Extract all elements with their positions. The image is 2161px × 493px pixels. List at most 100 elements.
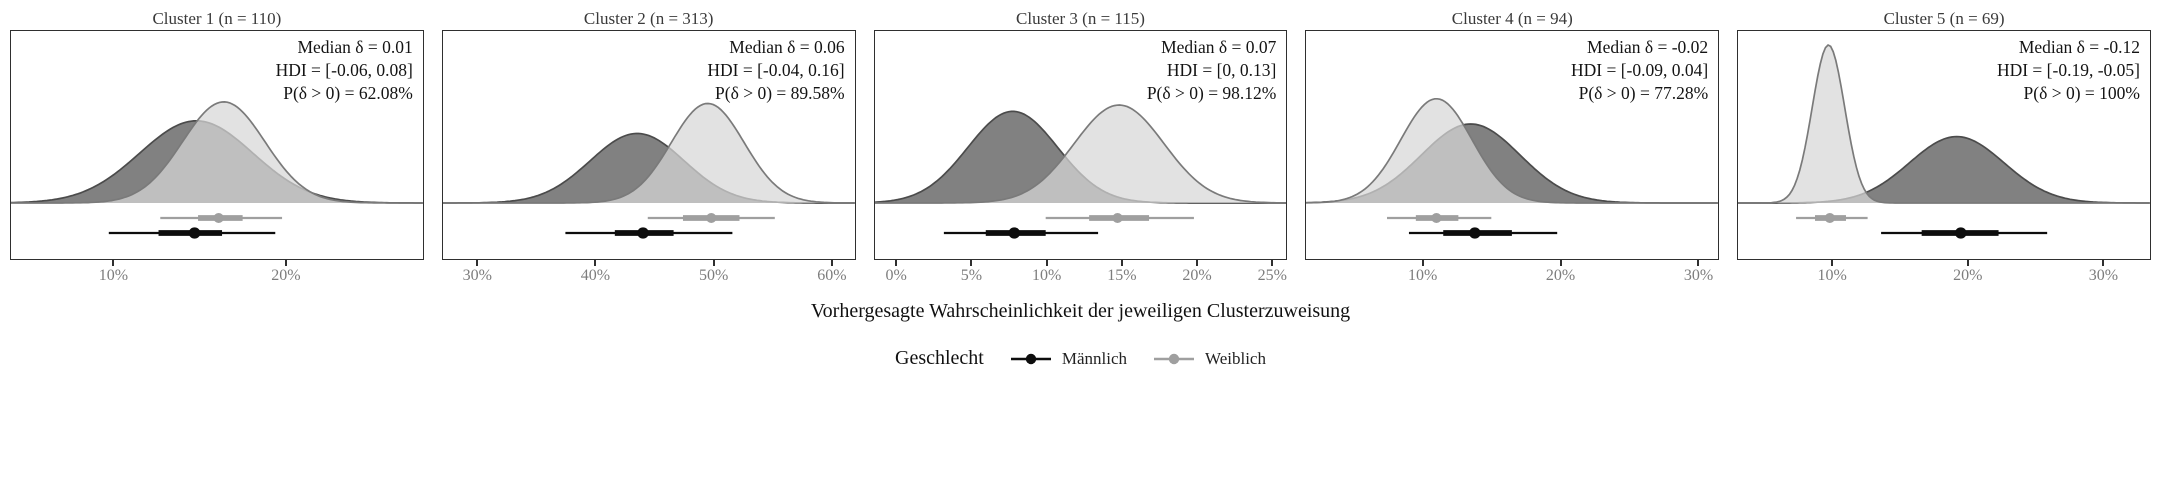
annotation-hdi: HDI = [0, 0.13]: [1166, 60, 1277, 80]
density-plot: [442, 31, 855, 239]
x-tick-mark: [830, 260, 833, 266]
x-tick-label: 30%: [2088, 267, 2119, 284]
x-tick-label: 60%: [817, 267, 847, 284]
x-tick-label: 30%: [1683, 267, 1714, 284]
x-axis-ticks: 30% 40% 50% 60%: [442, 260, 856, 290]
x-tick-mark: [594, 260, 597, 266]
annotation-probability: P(δ > 0) = 98.12%: [1146, 83, 1277, 103]
legend-label-weiblich: Weiblich: [1205, 348, 1266, 368]
x-axis-ticks: 10% 20% 30%: [1305, 260, 1719, 290]
x-tick-label: 40%: [580, 267, 611, 284]
panel-annotations: Median δ = 0.07 HDI = [0, 0.13] P(δ > 0)…: [1147, 36, 1277, 105]
annotation-median: Median δ = 0.01: [297, 37, 413, 57]
legend-title: Geschlecht: [895, 347, 984, 369]
x-axis-ticks: 0% 5% 10% 15% 20% 25%: [874, 260, 1288, 290]
panel-annotations: Median δ = -0.02 HDI = [-0.09, 0.04] P(δ…: [1571, 36, 1708, 105]
density-weiblich: [11, 102, 423, 203]
panel-title: Cluster 2 (n = 313): [583, 9, 714, 28]
x-tick-label: 20%: [1545, 267, 1576, 284]
legend-label-maennlich: Männlich: [1061, 348, 1128, 368]
density-weiblich: [874, 105, 1287, 203]
x-tick-label: 20%: [1953, 267, 1983, 284]
annotation-hdi: HDI = [-0.06, 0.08]: [275, 60, 413, 80]
pointinterval-glyph-weiblich: [1154, 353, 1195, 364]
annotation-median: Median δ = 0.07: [1161, 37, 1277, 57]
x-tick-label: 10%: [1817, 267, 1847, 284]
panel-title: Cluster 1 (n = 110): [152, 9, 282, 28]
interval-median-dot-weiblich: [1824, 213, 1836, 223]
x-tick-label: 15%: [1107, 267, 1137, 284]
x-tick-label: 25%: [1257, 267, 1287, 284]
panels-row: Cluster 1 (n = 110) Median δ = 0.01 HDI …: [0, 8, 2161, 290]
x-tick-mark: [1196, 260, 1199, 266]
x-tick-label: 20%: [271, 267, 301, 284]
x-tick-mark: [476, 260, 479, 266]
x-tick-mark: [1045, 260, 1048, 266]
density-weiblich: [1306, 99, 1719, 203]
annotation-probability: P(δ > 0) = 89.58%: [715, 83, 845, 103]
panel-title: Cluster 4 (n = 94): [1451, 9, 1573, 28]
x-tick-mark: [1966, 260, 1969, 266]
plot-area: Median δ = 0.07 HDI = [0, 0.13] P(δ > 0)…: [873, 30, 1288, 260]
x-tick-mark: [712, 260, 715, 266]
x-tick-mark: [284, 260, 287, 266]
x-tick-mark: [1271, 260, 1274, 266]
x-tick-mark: [1831, 260, 1834, 266]
cluster-panel-2: Cluster 2 (n = 313) Median δ = 0.06 HDI …: [441, 8, 856, 290]
plot-area: Median δ = -0.02 HDI = [-0.09, 0.04] P(δ…: [1305, 30, 1720, 260]
x-axis-label: Vorhergesagte Wahrscheinlichkeit der jew…: [810, 300, 1351, 322]
x-tick-mark: [1697, 260, 1700, 266]
legend-item-weiblich: Weiblich: [1151, 349, 1266, 369]
panel-title: Cluster 3 (n = 115): [1016, 9, 1145, 28]
x-tick-label: 10%: [98, 267, 129, 284]
annotation-hdi: HDI = [-0.19, -0.05]: [1996, 60, 2140, 80]
density-weiblich: [1738, 45, 2150, 203]
x-tick-label: 5%: [960, 267, 983, 284]
interval-median-dot-weiblich: [1111, 213, 1123, 223]
interval-median-dot-weiblich: [705, 213, 717, 223]
cluster-panel-4: Cluster 4 (n = 94) Median δ = -0.02 HDI …: [1305, 8, 1720, 290]
plot-area: Median δ = -0.12 HDI = [-0.19, -0.05] P(…: [1737, 30, 2151, 260]
x-tick-mark: [895, 260, 898, 266]
plot-area: Median δ = 0.06 HDI = [-0.04, 0.16] P(δ …: [441, 30, 856, 260]
x-tick-label: 10%: [1407, 267, 1438, 284]
interval-median-dot-maennlich: [1955, 227, 1967, 239]
interval-median-dot-maennlich: [637, 227, 649, 239]
annotation-probability: P(δ > 0) = 62.08%: [283, 83, 413, 103]
interval-median-dot-maennlich: [1008, 227, 1020, 239]
x-tick-mark: [1421, 260, 1424, 266]
x-tick-mark: [1559, 260, 1562, 266]
cluster-panel-3: Cluster 3 (n = 115) Median δ = 0.07 HDI …: [873, 8, 1288, 290]
density-plot: [11, 31, 423, 239]
legend-item-maennlich: Männlich: [1008, 349, 1127, 369]
panel-annotations: Median δ = 0.01 HDI = [-0.06, 0.08] P(δ …: [276, 36, 413, 105]
interval-median-dot-maennlich: [1469, 227, 1481, 239]
cluster-panel-1: Cluster 1 (n = 110) Median δ = 0.01 HDI …: [10, 8, 424, 290]
x-tick-label: 10%: [1031, 267, 1062, 284]
x-tick-mark: [112, 260, 115, 266]
cluster-panel-5: Cluster 5 (n = 69) Median δ = -0.12 HDI …: [1737, 8, 2151, 290]
annotation-median: Median δ = -0.12: [2018, 37, 2140, 57]
x-tick-label: 20%: [1182, 267, 1212, 284]
annotation-hdi: HDI = [-0.09, 0.04]: [1570, 60, 1709, 80]
density-plot: [1306, 31, 1719, 239]
annotation-hdi: HDI = [-0.04, 0.16]: [707, 60, 845, 80]
pointinterval-glyph-maennlich: [1010, 353, 1051, 364]
panel-annotations: Median δ = 0.06 HDI = [-0.04, 0.16] P(δ …: [707, 36, 844, 105]
plot-area: Median δ = 0.01 HDI = [-0.06, 0.08] P(δ …: [10, 30, 424, 260]
x-tick-mark: [2102, 260, 2105, 266]
interval-median-dot-maennlich: [188, 227, 201, 239]
panel-title: Cluster 5 (n = 69): [1883, 9, 2005, 28]
x-tick-label: 0%: [885, 267, 907, 284]
density-plot: [1738, 31, 2150, 239]
annotation-probability: P(δ > 0) = 77.28%: [1578, 83, 1709, 103]
density-weiblich: [442, 104, 855, 204]
x-tick-label: 30%: [462, 267, 492, 284]
annotation-median: Median δ = 0.06: [729, 37, 845, 57]
x-tick-mark: [970, 260, 973, 266]
annotation-probability: P(δ > 0) = 100%: [2023, 83, 2140, 103]
density-plot: [874, 31, 1287, 239]
annotation-median: Median δ = -0.02: [1587, 37, 1709, 57]
interval-median-dot-weiblich: [213, 213, 224, 223]
